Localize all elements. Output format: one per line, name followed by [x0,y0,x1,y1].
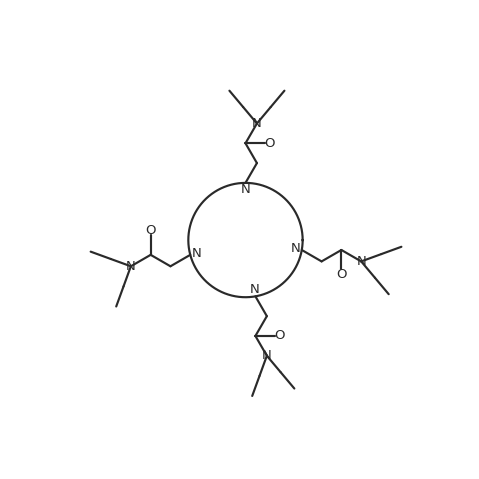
Text: O: O [336,268,347,281]
Text: N: N [252,117,262,130]
Text: O: O [264,137,275,150]
Text: N: N [290,242,300,255]
Text: N: N [250,283,259,297]
Text: N: N [126,260,136,273]
Text: O: O [146,224,156,237]
Text: N: N [192,247,202,260]
Text: O: O [274,330,285,342]
Text: N: N [262,349,272,362]
Text: N: N [240,183,251,196]
Text: N: N [356,255,366,268]
